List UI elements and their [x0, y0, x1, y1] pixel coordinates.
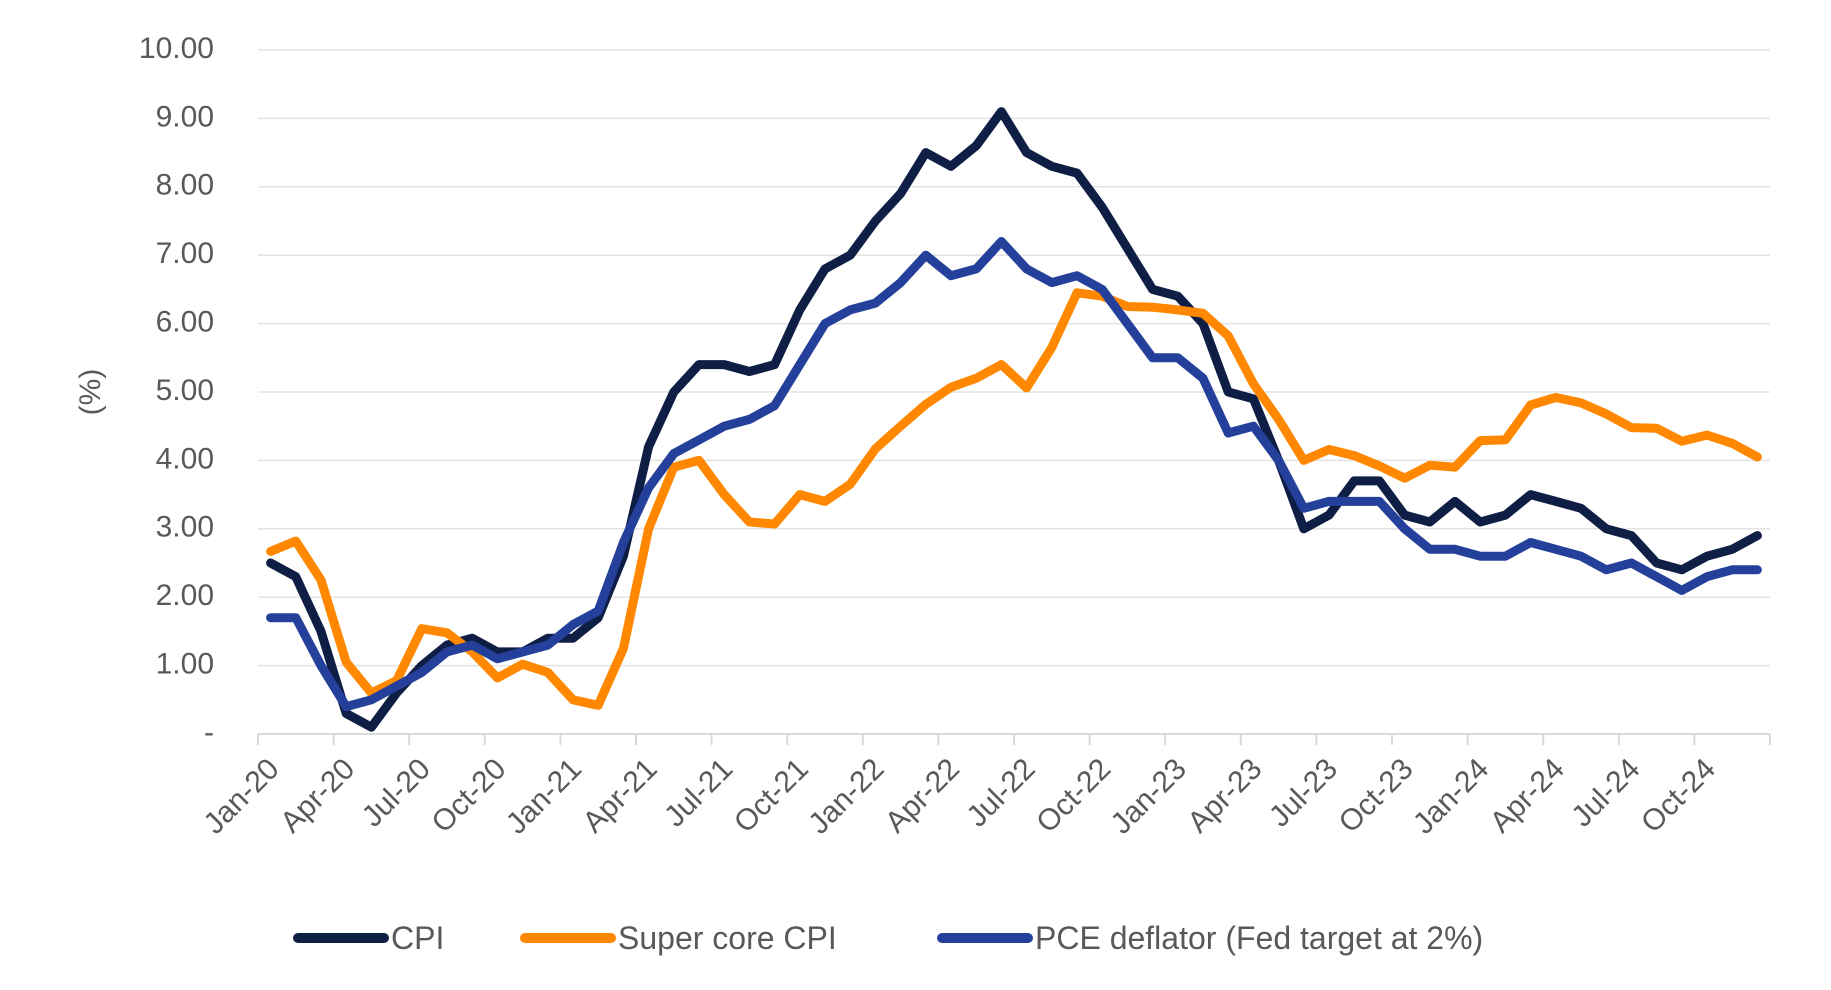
- y-tick-label: 9.00: [156, 100, 214, 133]
- x-tick-label: Jan-20: [197, 752, 285, 840]
- series-lines: [266, 107, 1762, 732]
- x-tick-label: Jul-20: [356, 752, 437, 833]
- y-tick-label: 10.00: [139, 32, 214, 65]
- legend-swatch-pce-deflator: [937, 933, 1033, 943]
- x-tick-label: Jan-21: [500, 752, 588, 840]
- x-tick-label: Jul-22: [961, 752, 1042, 833]
- x-tick-label: Apr-22: [879, 752, 966, 839]
- y-tick-label: 5.00: [156, 374, 214, 407]
- x-axis-tick-labels: Jan-20Apr-20Jul-20Oct-20Jan-21Apr-21Jul-…: [197, 752, 1722, 840]
- x-tick-label: Oct-20: [425, 752, 512, 839]
- x-tick-label: Jul-24: [1565, 752, 1646, 833]
- x-tick-label: Oct-21: [728, 752, 815, 839]
- x-tick-label: Jan-24: [1407, 752, 1495, 840]
- x-tick-label: Oct-24: [1635, 752, 1722, 839]
- x-tick-label: Apr-21: [577, 752, 664, 839]
- y-axis-tick-labels: - 1.00 2.00 3.00 4.00 5.00 6.00 7.00 8.00 9.00 10.…: [139, 32, 214, 749]
- legend: CPI Super core CPI PCE deflator (Fed tar…: [0, 910, 1831, 966]
- x-tick-label: Jul-21: [658, 752, 739, 833]
- x-tick-label: Oct-22: [1030, 752, 1117, 839]
- series-line-cpi: [266, 107, 1762, 732]
- y-axis-title: (%): [74, 369, 107, 416]
- x-tick-label: Apr-24: [1484, 752, 1571, 839]
- series-line-pce-deflator-fed-target-at-2: [266, 237, 1762, 712]
- y-tick-label: 3.00: [156, 511, 214, 544]
- y-tick-label: 6.00: [156, 306, 214, 339]
- series-line-super-core-cpi: [266, 288, 1762, 710]
- legend-swatch-cpi: [293, 933, 389, 943]
- x-tick-label: Jul-23: [1263, 752, 1344, 833]
- legend-item-pce-deflator[interactable]: PCE deflator (Fed target at 2%): [937, 910, 1483, 966]
- legend-label-pce-deflator: PCE deflator (Fed target at 2%): [1035, 919, 1484, 956]
- y-tick-label: 1.00: [156, 648, 214, 681]
- x-axis: [257, 733, 1771, 745]
- x-tick-label: Oct-23: [1333, 752, 1420, 839]
- x-tick-label: Apr-20: [274, 752, 361, 839]
- x-tick-label: Apr-23: [1181, 752, 1268, 839]
- legend-swatch-super-core-cpi: [520, 933, 616, 943]
- y-tick-label: -: [204, 716, 214, 749]
- x-tick-label: Jan-22: [802, 752, 890, 840]
- legend-label-super-core-cpi: Super core CPI: [618, 919, 837, 956]
- y-tick-label: 7.00: [156, 237, 214, 270]
- x-tick-label: Jan-23: [1105, 752, 1193, 840]
- legend-item-super-core-cpi[interactable]: Super core CPI: [520, 910, 837, 966]
- y-tick-label: 4.00: [156, 442, 214, 475]
- gridlines: [258, 49, 1770, 667]
- legend-item-cpi[interactable]: CPI: [293, 910, 444, 966]
- legend-label-cpi: CPI: [391, 919, 445, 956]
- y-tick-label: 2.00: [156, 579, 214, 612]
- y-tick-label: 8.00: [156, 169, 214, 202]
